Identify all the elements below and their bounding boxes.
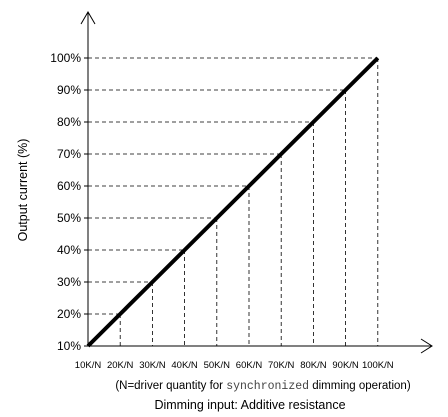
note-suffix: dimming operation) [309,380,411,392]
y-tick-label: 100% [50,51,81,65]
x-tick-label: 10K/N [75,360,102,371]
note-prefix: (N=driver quantity for [115,380,226,392]
y-tick-label: 90% [57,83,81,97]
x-tick-labels: 10K/N 20K/N 30K/N 40K/N 50K/N 60K/N 70K/N 80K/N… [75,360,394,371]
x-tick-label: 80K/N [300,360,327,371]
series [86,56,380,348]
note-mono: synchronized [226,380,309,393]
x-tick-label: 60K/N [236,360,263,371]
y-axis-arrow [80,11,96,25]
x-axis-note: (N=driver quantity for synchronized dimm… [115,380,411,393]
y-tick-label: 20% [57,307,81,321]
x-tick-label: 20K/N [107,360,134,371]
y-tick-label: 70% [57,147,81,161]
y-tick-label: 60% [57,179,81,193]
y-tick-label: 30% [57,275,81,289]
x-axis-title: Dimming input: Additive resistance [154,398,345,412]
y-tick-label: 50% [57,211,81,225]
x-tick-label: 90K/N [332,360,359,371]
x-tick-label: 40K/N [171,360,198,371]
axes [80,11,433,354]
y-tick-label: 10% [57,339,81,353]
x-tick-label: 50K/N [204,360,231,371]
y-tick-label: 40% [57,243,81,257]
x-tick-label: 100K/N [362,360,394,371]
x-axis-arrow [420,338,433,354]
y-tick-label: 80% [57,115,81,129]
output-current-line [86,56,380,348]
y-axis-title: Output current (%) [16,139,30,242]
y-tick-labels: 10% 20% 30% 40% 50% 60% 70% 80% 90% 100% [50,51,88,353]
x-tick-label: 30K/N [139,360,166,371]
x-tick-label: 70K/N [268,360,295,371]
guide-lines [88,57,379,346]
